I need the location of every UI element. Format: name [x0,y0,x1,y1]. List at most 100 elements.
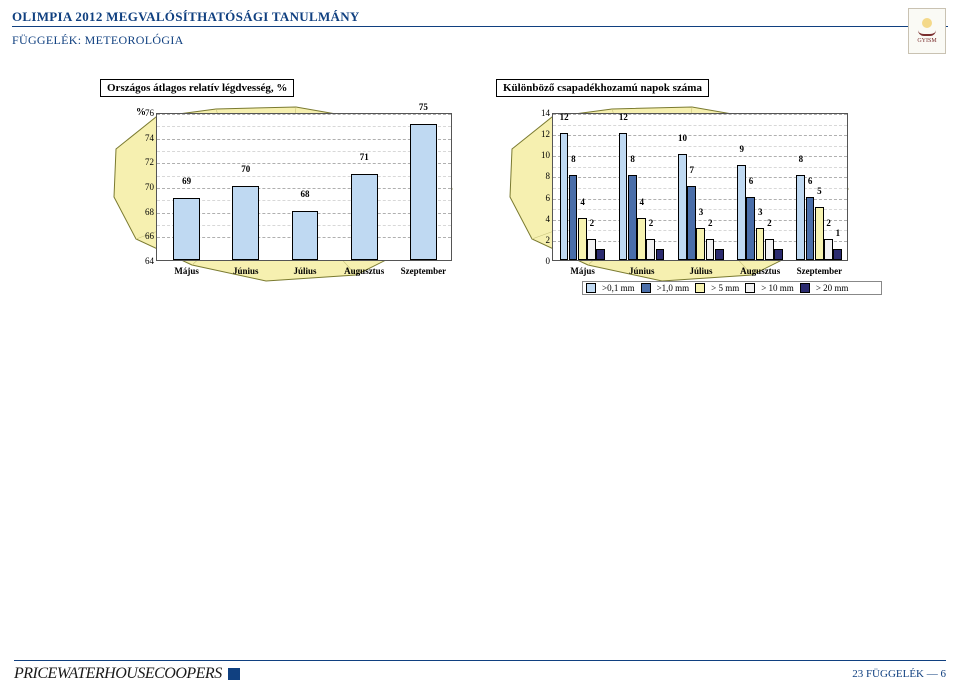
ytick: 68 [145,207,154,217]
ytick: 6 [546,193,551,203]
bar [637,218,646,260]
chart-precip: Különböző csapadékhozamú napok száma 0 2 4… [492,79,860,299]
bar [560,133,569,260]
ytick: 72 [145,157,154,167]
doc-subtitle: FÜGGELÉK: METEOROLÓGIA [12,33,184,47]
legend-swatch [695,283,705,293]
bar [815,207,824,260]
legend-swatch [800,283,810,293]
bar [628,175,637,260]
page-number: 23 FÜGGELÉK — 6 [852,668,946,680]
legend-swatch [745,283,755,293]
bar [410,124,437,260]
bar-label: 3 [699,207,704,217]
bar-label: 4 [640,197,645,207]
bar-label: 3 [758,207,763,217]
ytick: 4 [546,214,551,224]
doc-title: OLIMPIA 2012 MEGVALÓSÍTHATÓSÁGI TANULMÁN… [12,9,360,24]
bar [232,186,259,260]
bar [796,175,805,260]
legend-label: >0,1 mm [602,283,635,293]
bar [569,175,578,260]
bar-label: 9 [739,144,744,154]
x-category: Május [174,266,199,276]
bar [351,174,378,260]
bar [646,239,655,260]
x-category: Július [689,266,712,276]
legend-swatch [586,283,596,293]
ytick: 8 [546,171,551,181]
bar-label: 12 [619,112,628,122]
ytick: 64 [145,256,154,266]
x-category: Szeptember [401,266,446,276]
bar [587,239,596,260]
x-category: Augusztus [344,266,384,276]
chart-humidity-ylabel: % [136,107,146,118]
x-category: Július [293,266,316,276]
bar [737,165,746,260]
bar [806,197,815,260]
ytick: 14 [541,108,550,118]
bar-label: 2 [826,218,831,228]
bar [687,186,696,260]
bar-label: 2 [767,218,772,228]
x-category: Szeptember [797,266,842,276]
bar [833,249,842,260]
bar-label: 69 [182,176,191,186]
chart-precip-legend: >0,1 mm>1,0 mm> 5 mm> 10 mm> 20 mm [582,281,882,295]
x-category: Június [629,266,655,276]
bar-label: 8 [630,154,635,164]
bar-label: 71 [360,152,369,162]
legend-label: >1,0 mm [657,283,690,293]
bar [696,228,705,260]
bar-label: 75 [419,102,428,112]
bar-label: 12 [560,112,569,122]
x-category: Június [233,266,259,276]
org-logo: GYISM [908,8,946,54]
bar [619,133,628,260]
bar [678,154,687,260]
ytick: 70 [145,182,154,192]
bar [774,249,783,260]
bar [756,228,765,260]
bar [656,249,665,260]
ytick: 12 [541,129,550,139]
bar [715,249,724,260]
bar [596,249,605,260]
bar [292,211,319,260]
ytick: 2 [546,235,551,245]
ytick: 10 [541,150,550,160]
org-logo-label: GYISM [917,38,936,44]
bar-label: 7 [690,165,695,175]
bar-label: 6 [808,176,813,186]
legend-swatch [641,283,651,293]
bar [173,198,200,260]
bar-label: 68 [301,189,310,199]
bar [746,197,755,260]
bar [765,239,774,260]
bar-label: 10 [678,133,687,143]
chart-precip-title: Különböző csapadékhozamú napok száma [496,79,709,97]
bar-label: 8 [799,154,804,164]
bar [706,239,715,260]
ytick: 74 [145,133,154,143]
bar-label: 1 [836,228,841,238]
x-category: Május [570,266,595,276]
chart-humidity: Országos átlagos relatív légdvesség, % %… [96,79,464,299]
legend-label: > 5 mm [711,283,739,293]
bar-label: 5 [817,186,822,196]
chart-precip-plot: 12842Május12842Június10732Július9632Augu… [552,113,848,261]
ytick: 0 [546,256,551,266]
x-category: Augusztus [740,266,780,276]
legend-label: > 20 mm [816,283,849,293]
chart-humidity-title: Országos átlagos relatív légdvesség, % [100,79,294,97]
bar-label: 6 [749,176,754,186]
chart-humidity-plot: 69Május70Június68Július71Augusztus75Szep… [156,113,452,261]
bar [824,239,833,260]
bar-label: 70 [241,164,250,174]
brand-logo: PRICEWATERHOUSECOOPERS [14,665,240,683]
bar-label: 2 [708,218,713,228]
bar-label: 4 [580,197,585,207]
ytick: 66 [145,231,154,241]
bar-label: 2 [649,218,654,228]
